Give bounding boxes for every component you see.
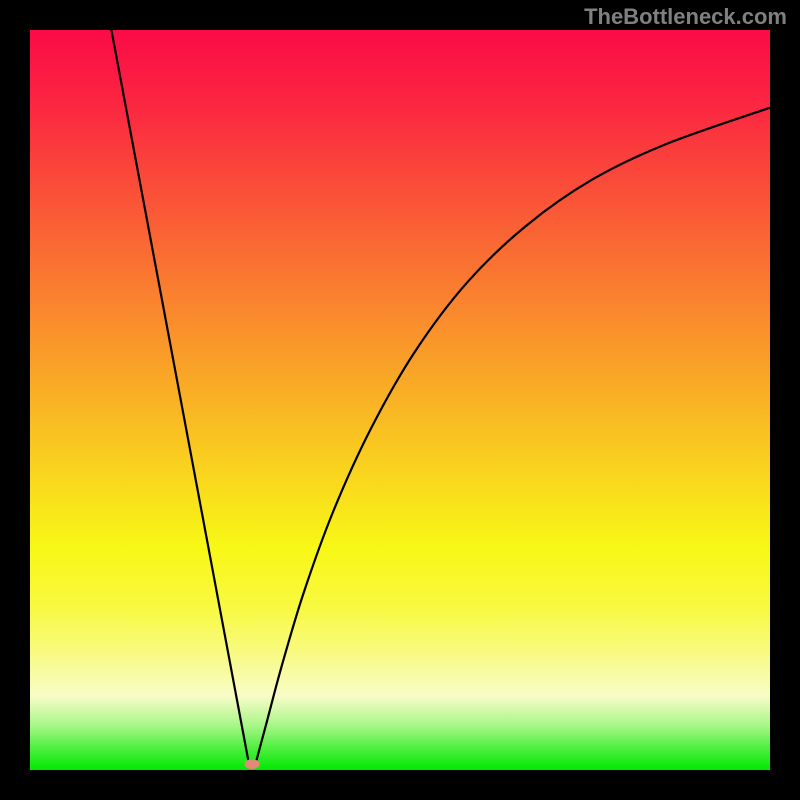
chart-frame: TheBottleneck.com	[0, 0, 800, 800]
gradient-background	[30, 30, 770, 770]
plot-area	[30, 30, 770, 770]
min-marker	[245, 759, 260, 769]
watermark-text: TheBottleneck.com	[584, 4, 787, 30]
